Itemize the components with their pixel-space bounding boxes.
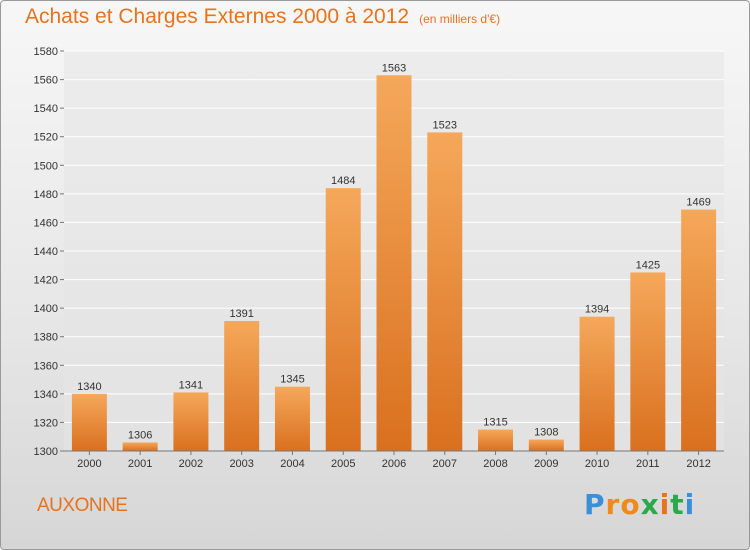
value-label-2008: 1315 xyxy=(483,417,507,429)
bar-2009 xyxy=(528,439,564,451)
bar-2001 xyxy=(122,442,158,451)
y-tick-label: 1560 xyxy=(34,75,58,87)
y-tick-label: 1460 xyxy=(34,217,58,229)
y-tick-label: 1440 xyxy=(34,246,58,258)
y-tick-label: 1480 xyxy=(34,189,58,201)
bars xyxy=(71,75,717,452)
y-tick-label: 1300 xyxy=(34,446,58,458)
value-label-2004: 1345 xyxy=(280,374,304,386)
value-label-2009: 1308 xyxy=(534,427,558,439)
value-label-2011: 1425 xyxy=(636,259,660,271)
y-tick-label: 1580 xyxy=(34,46,58,58)
y-tick-label: 1340 xyxy=(34,389,58,401)
value-label-2001: 1306 xyxy=(128,429,152,441)
y-tick-label: 1420 xyxy=(34,275,58,287)
value-label-2012: 1469 xyxy=(686,197,710,209)
value-label-2007: 1523 xyxy=(433,119,457,131)
value-label-2002: 1341 xyxy=(179,379,203,391)
chart-unit: (en milliers d'€) xyxy=(419,12,501,26)
value-labels: 1340 1306 1341 1391 1345 1484 1563 1523 1315 1308… xyxy=(77,62,711,441)
x-tick-label-2002: 2002 xyxy=(179,458,203,470)
logo-letter: P xyxy=(584,488,606,521)
x-tick-label-2006: 2006 xyxy=(382,458,406,470)
chart-title: Achats et Charges Externes 2000 à 2012 xyxy=(25,5,410,28)
y-tick-label: 1320 xyxy=(34,417,58,429)
bar-2003 xyxy=(224,321,260,451)
x-tick-label-2001: 2001 xyxy=(128,458,152,470)
value-label-2006: 1563 xyxy=(382,62,406,74)
value-label-2003: 1391 xyxy=(229,308,253,320)
logo-letter: r xyxy=(605,488,621,521)
bar-2007 xyxy=(427,132,463,451)
y-tick-label: 1500 xyxy=(34,160,58,172)
bar-2012 xyxy=(681,209,717,451)
x-tick-label-2008: 2008 xyxy=(483,458,507,470)
x-tick-label-2004: 2004 xyxy=(280,458,304,470)
bar-2002 xyxy=(173,392,209,451)
x-tick-label-2000: 2000 xyxy=(77,458,101,470)
bar-2004 xyxy=(274,386,310,451)
bar-2006 xyxy=(376,75,412,452)
value-label-2010: 1394 xyxy=(585,304,609,316)
y-tick-label: 1380 xyxy=(34,332,58,344)
x-tick-label-2007: 2007 xyxy=(433,458,457,470)
y-tick-label: 1360 xyxy=(34,360,58,372)
x-tick-label-2010: 2010 xyxy=(585,458,609,470)
x-tick-label-2011: 2011 xyxy=(636,458,660,470)
y-tick-label: 1400 xyxy=(34,303,58,315)
logo-letter: i xyxy=(659,488,671,521)
x-tick-label-2003: 2003 xyxy=(229,458,253,470)
logo-letter: x xyxy=(640,488,660,521)
value-label-2005: 1484 xyxy=(331,175,355,187)
commune-name: AUXONNE xyxy=(37,495,128,516)
logo-letter: i xyxy=(684,488,696,521)
bar-2005 xyxy=(325,188,361,451)
value-label-2000: 1340 xyxy=(77,381,101,393)
logo-letter: o xyxy=(620,488,641,521)
bar-2008 xyxy=(478,429,514,451)
bar-2010 xyxy=(579,316,615,451)
y-tick-label: 1520 xyxy=(34,132,58,144)
y-tick-label: 1540 xyxy=(34,103,58,115)
title-row: Achats et Charges Externes 2000 à 2012 (e… xyxy=(25,5,500,29)
x-tick-label-2012: 2012 xyxy=(686,458,710,470)
bar-2011 xyxy=(630,272,666,451)
logo-letter: t xyxy=(670,488,685,521)
proxiti-logo: Proxiti xyxy=(584,488,695,521)
x-tick-label-2009: 2009 xyxy=(534,458,558,470)
bar-2000 xyxy=(71,393,107,451)
x-tick-label-2005: 2005 xyxy=(331,458,355,470)
x-axis-ticks: 2000 2001 2002 2003 2004 2005 2006 2007 2008 2009… xyxy=(77,451,711,470)
y-axis-ticks: 1300 1320 1340 1360 1380 1400 1420 1440 1460 1480… xyxy=(34,46,64,458)
